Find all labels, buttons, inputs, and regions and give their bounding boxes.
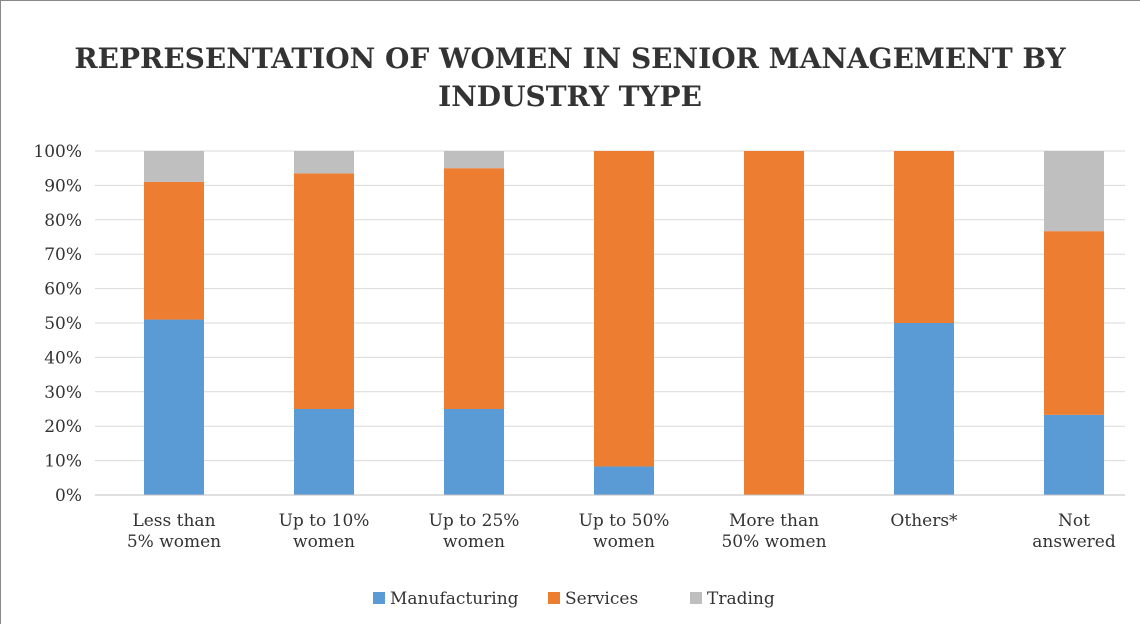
x-tick-label: Up to 10% women — [278, 511, 370, 552]
bar-segment — [1044, 151, 1104, 232]
y-tick-label: 50% — [44, 314, 82, 334]
bar-segment — [594, 151, 654, 467]
bar-segment — [594, 466, 654, 495]
x-tick-label: Up to 25% women — [428, 511, 520, 552]
y-tick-label: 80% — [44, 211, 82, 231]
legend-swatch — [548, 592, 560, 604]
bar-segment — [144, 319, 204, 495]
bar-segment — [444, 151, 504, 169]
y-tick-label: 90% — [44, 176, 82, 196]
x-tick-label: More than 50% women — [721, 511, 827, 552]
y-tick-label: 100% — [33, 142, 82, 162]
legend-label: Services — [565, 589, 638, 609]
legend-label: Manufacturing — [390, 589, 519, 609]
y-tick-label: 60% — [44, 280, 82, 300]
y-tick-label: 70% — [44, 245, 82, 265]
bar-segment — [144, 151, 204, 182]
bar-segment — [894, 323, 954, 495]
bar-segment — [894, 151, 954, 323]
bar-segment — [144, 181, 204, 320]
y-tick-label: 0% — [55, 486, 82, 506]
y-tick-label: 20% — [44, 417, 82, 437]
bar-segment — [294, 173, 354, 409]
y-tick-label: 30% — [44, 383, 82, 403]
legend-swatch — [373, 592, 385, 604]
legend-swatch — [690, 592, 702, 604]
x-tick-label: Less than 5% women — [126, 511, 222, 552]
bar-segment — [744, 151, 804, 495]
chart-title: REPRESENTATION OF WOMEN IN SENIOR MANAGE… — [74, 42, 1066, 113]
y-tick-label: 10% — [44, 452, 82, 472]
legend-label: Trading — [707, 589, 775, 609]
bar-segment — [1044, 414, 1104, 495]
bar-segment — [294, 151, 354, 174]
y-tick-label: 40% — [44, 348, 82, 368]
bar-segment — [294, 409, 354, 495]
x-tick-label: Up to 50% women — [578, 511, 670, 552]
x-tick-label: Not answered — [1032, 511, 1116, 552]
x-tick-label: Others* — [890, 511, 958, 531]
bar-segment — [444, 168, 504, 409]
bar-segment — [444, 409, 504, 495]
bar-segment — [1044, 231, 1104, 415]
